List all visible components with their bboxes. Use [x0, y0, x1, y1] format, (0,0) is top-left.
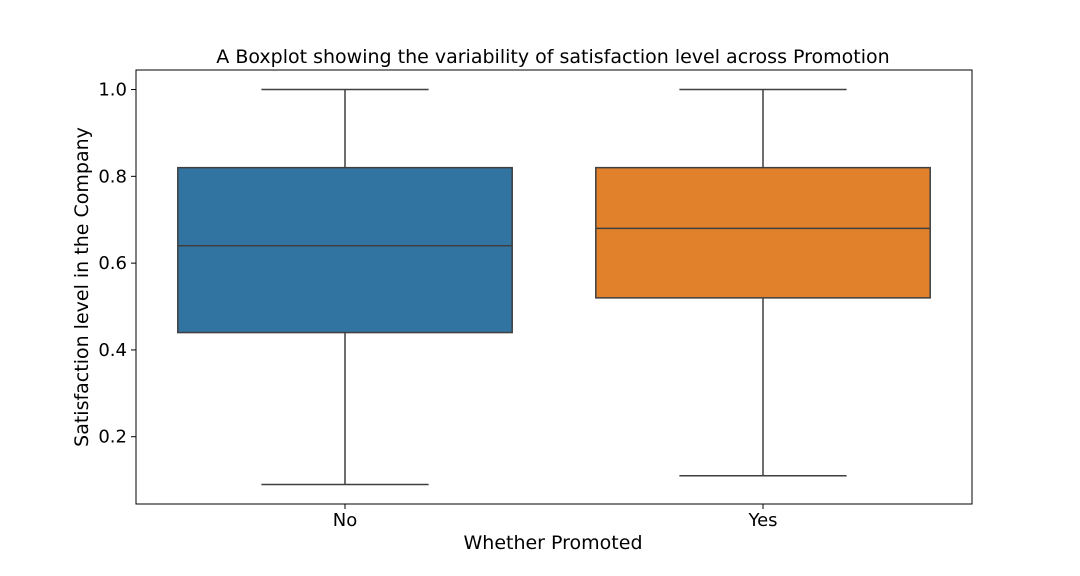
- plot-frame: [135, 69, 973, 505]
- x-tick-label-yes: Yes: [747, 510, 777, 531]
- chart-title: A Boxplot showing the variability of sat…: [216, 46, 889, 68]
- plot-area: No Yes 0.2 0.4 0.6 0.8 1.0: [98, 69, 973, 531]
- y-tick-label-0.4: 0.4: [98, 340, 127, 361]
- y-tick-label-0.2: 0.2: [98, 427, 127, 448]
- y-tick-label-1.0: 1.0: [98, 80, 127, 101]
- box-yes: [595, 166, 931, 299]
- y-axis-label: Satisfaction level in the Company: [71, 127, 93, 447]
- box-no: [177, 166, 513, 334]
- y-tick-label-0.6: 0.6: [98, 253, 127, 274]
- y-tick-label-0.8: 0.8: [98, 166, 127, 187]
- x-tick-label-no: No: [333, 510, 357, 531]
- x-axis-label: Whether Promoted: [463, 532, 642, 554]
